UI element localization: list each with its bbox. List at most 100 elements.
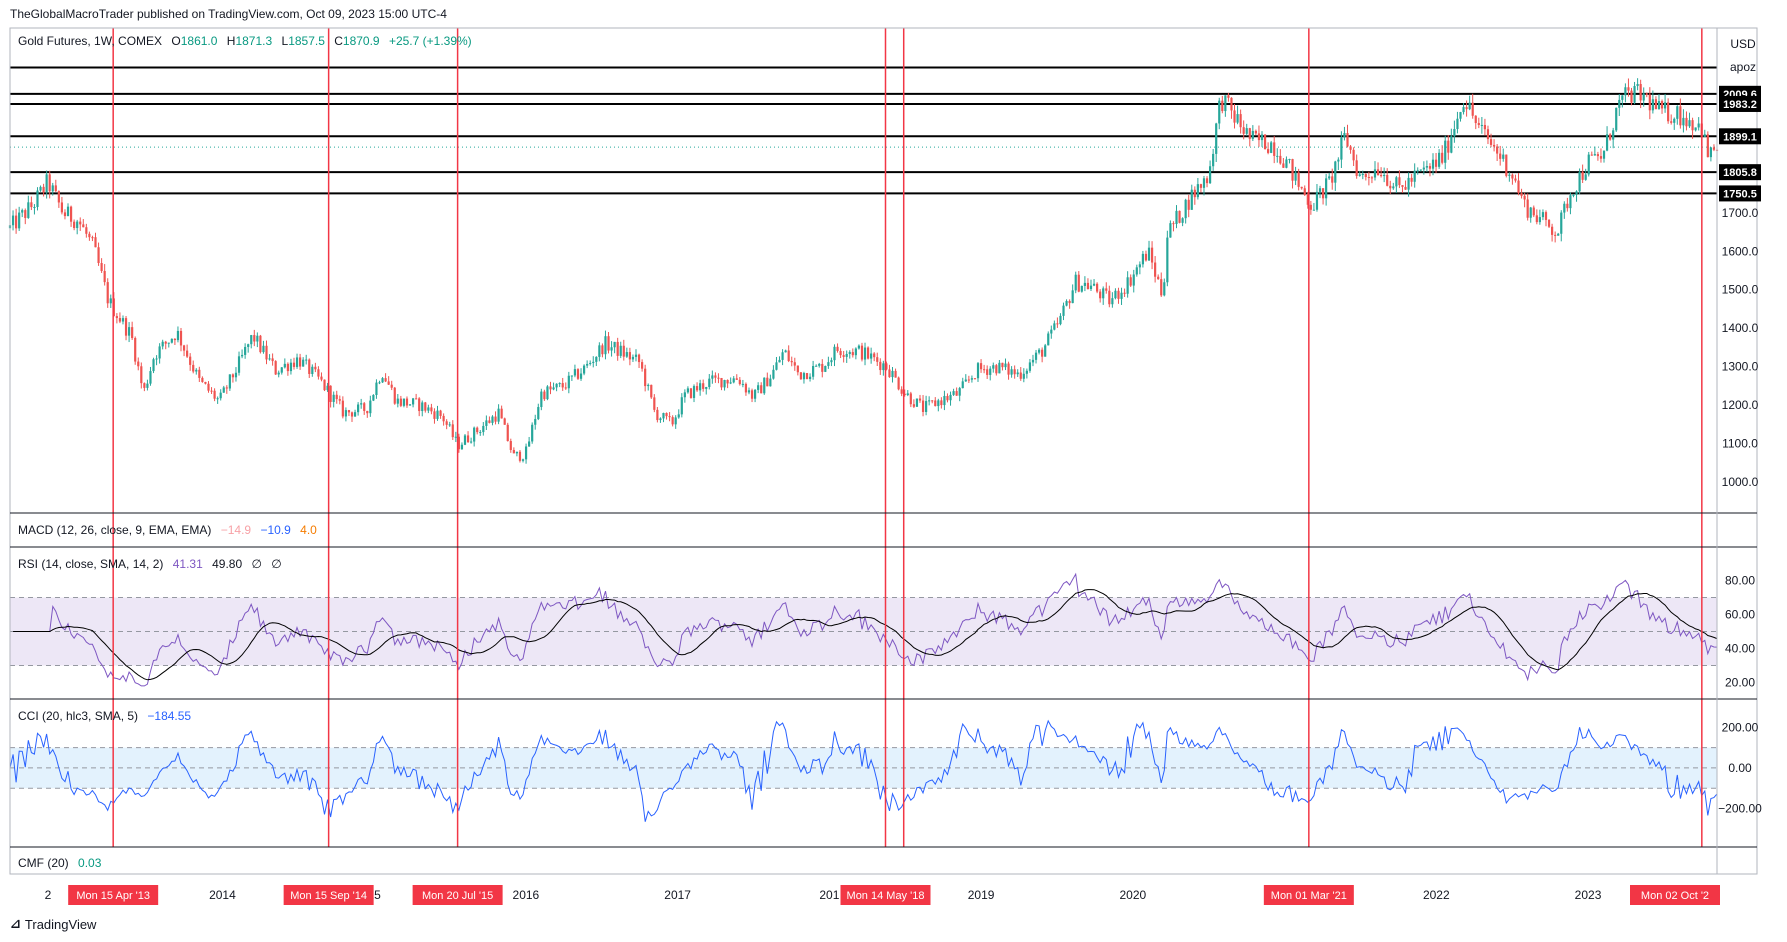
candle-body <box>1499 153 1502 159</box>
candle-body <box>295 357 299 367</box>
candle-body <box>192 364 195 372</box>
rsi-legend: RSI (14, close, SMA, 14, 2) 41.31 49.80 … <box>18 557 282 571</box>
candle-body <box>812 365 815 377</box>
candle-body <box>1245 128 1248 134</box>
candle-body <box>1398 177 1401 186</box>
candle-body <box>11 215 15 226</box>
candle-body <box>918 398 922 401</box>
candle-body <box>124 318 128 336</box>
candle-body <box>384 378 387 382</box>
candle-body <box>1453 129 1456 137</box>
candle-body <box>271 358 274 362</box>
candle-body <box>836 346 839 351</box>
marker-date-tag <box>412 885 503 905</box>
candle-body <box>515 451 519 454</box>
candle-body <box>1584 174 1587 180</box>
candle-body <box>769 378 772 387</box>
candle-body <box>1248 128 1251 139</box>
candle-body <box>1615 107 1618 131</box>
candle-body <box>848 352 851 354</box>
high-label: H <box>227 34 236 48</box>
candle-body <box>1685 117 1688 127</box>
candle-body <box>644 368 647 387</box>
candle-body <box>1099 291 1102 299</box>
price-tick-label: 1300.0 <box>1722 360 1759 374</box>
time-axis: 201415201620172018201920202021202220232M… <box>45 885 1720 905</box>
candle-body <box>860 345 864 360</box>
candle-body <box>51 185 54 192</box>
candle-body <box>1154 262 1157 277</box>
candle-body <box>1648 94 1651 111</box>
candle-body <box>1291 159 1294 181</box>
candle-body <box>805 373 809 380</box>
candle-body <box>302 359 305 367</box>
candle-body <box>121 318 125 322</box>
candle-body <box>1373 169 1377 178</box>
candle-body <box>613 341 616 348</box>
rsi-tick-label: 20.00 <box>1725 676 1755 690</box>
unit-label[interactable]: apoz <box>1730 60 1756 74</box>
cci-tick-label: 0.00 <box>1728 761 1752 775</box>
candle-body <box>1544 212 1548 220</box>
candle-body <box>595 356 598 362</box>
candle-body <box>424 402 427 411</box>
candle-body <box>131 327 134 339</box>
candle-body <box>995 365 998 374</box>
candle-body <box>146 383 149 388</box>
candle-body <box>955 391 958 396</box>
candle-body <box>1037 349 1041 353</box>
candle-body <box>1532 207 1535 216</box>
candle-body <box>732 378 735 383</box>
candle-body <box>534 419 537 425</box>
candle-body <box>692 386 696 398</box>
open-value: 1861.0 <box>181 34 218 48</box>
candle-body <box>1697 123 1700 128</box>
candle-body <box>378 382 381 384</box>
candle-body <box>1605 134 1609 151</box>
candle-body <box>757 385 760 390</box>
candle-body <box>882 363 885 371</box>
candle-body <box>1083 282 1086 286</box>
candle-body <box>1480 124 1483 126</box>
currency-label[interactable]: USD <box>1730 37 1756 51</box>
candle-body <box>216 398 219 400</box>
candle-body <box>369 400 372 414</box>
candle-body <box>1147 247 1151 261</box>
candle-body <box>1688 120 1691 127</box>
candle-body <box>1492 144 1496 147</box>
candle-body <box>1166 237 1169 283</box>
candle-body <box>598 345 601 357</box>
candle-body <box>1441 152 1444 163</box>
marker-date-tag <box>68 885 159 905</box>
low-value: 1857.5 <box>288 34 325 48</box>
candle-body <box>567 375 570 389</box>
tradingview-branding[interactable]: ⊿ TradingView <box>10 916 96 932</box>
candle-body <box>741 383 744 385</box>
candle-body <box>176 330 180 341</box>
candle-body <box>1529 207 1532 218</box>
candle-body <box>1468 102 1471 110</box>
candle-body <box>1401 185 1404 187</box>
candle-body <box>900 389 903 394</box>
candle-body <box>549 386 552 390</box>
candle-body <box>833 346 836 361</box>
candle-body <box>491 416 494 423</box>
candle-body <box>616 341 619 356</box>
candle-body <box>576 369 580 379</box>
candle-body <box>973 378 977 380</box>
level-price-tag-label: 1899.1 <box>1723 131 1757 143</box>
candle-body <box>179 330 183 346</box>
rsi-value-3: ∅ <box>251 557 261 571</box>
candle-body <box>115 316 118 319</box>
candle-body <box>1077 274 1080 292</box>
candle-body <box>1370 177 1374 179</box>
candle-body <box>1331 176 1334 183</box>
candle-body <box>723 379 726 388</box>
candle-body <box>1080 285 1083 292</box>
candle-body <box>1413 170 1416 182</box>
candle-body <box>1349 146 1352 150</box>
candle-body <box>1315 191 1319 210</box>
candle-body <box>1621 95 1624 100</box>
candle-body <box>1587 154 1590 175</box>
